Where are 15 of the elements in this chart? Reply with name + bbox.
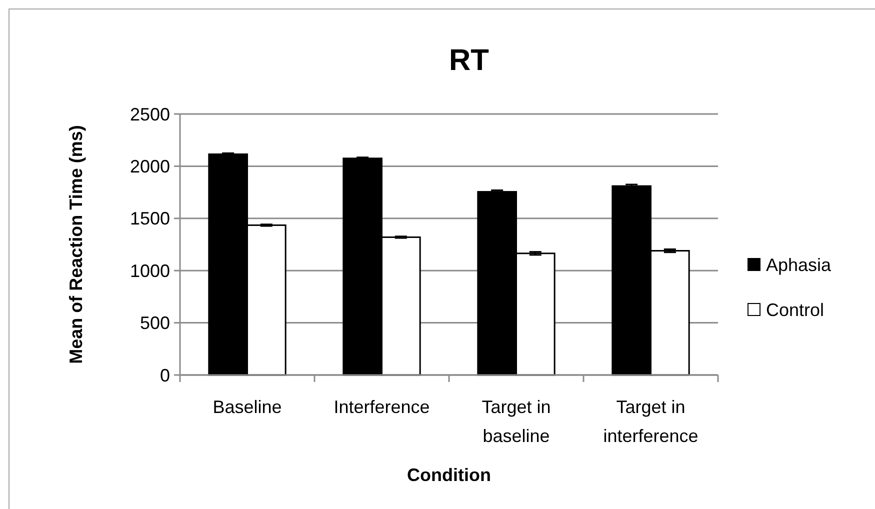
chart-title: RT — [449, 44, 489, 77]
y-tick-label: 500 — [140, 313, 170, 334]
y-tick-label: 1000 — [130, 260, 170, 281]
x-tick-label: Baseline — [212, 397, 282, 417]
x-axis-title: Condition — [407, 465, 491, 485]
y-tick-label: 2500 — [130, 104, 170, 124]
y-tick-label: 0 — [160, 365, 170, 386]
y-tick-label: 2000 — [130, 156, 170, 176]
x-tick-label: Target in interference — [603, 397, 698, 446]
y-tick-label: 1500 — [130, 208, 170, 229]
y-axis-title: Mean of Reaction Time (ms) — [66, 125, 86, 364]
legend-label: Aphasia — [766, 254, 832, 275]
legend-label: Control — [766, 300, 824, 320]
x-tick-label: Target in baseline — [482, 397, 551, 446]
x-tick-label: Interference — [334, 397, 430, 417]
